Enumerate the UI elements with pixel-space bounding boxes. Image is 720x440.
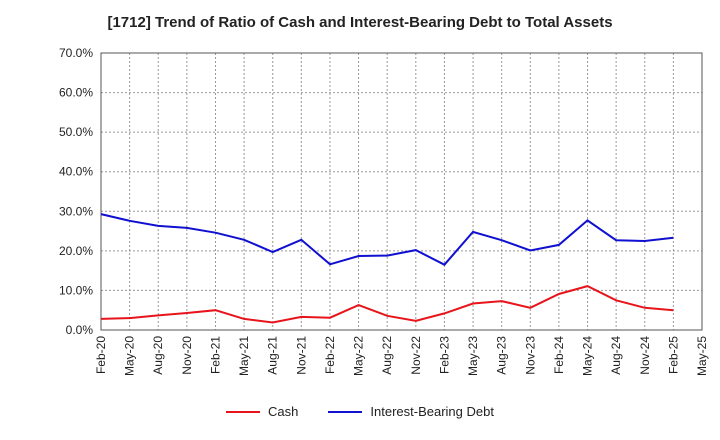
x-tick-label: May-20 xyxy=(123,336,137,376)
x-tick-label: Aug-22 xyxy=(380,336,394,375)
chart-title: [1712] Trend of Ratio of Cash and Intere… xyxy=(107,14,613,31)
legend-swatch-cash xyxy=(226,410,261,413)
chart-legend: Cash Interest-Bearing Debt xyxy=(0,404,720,419)
x-tick-label: Nov-20 xyxy=(180,336,194,375)
legend-swatch-debt xyxy=(328,410,363,413)
x-tick-label: Feb-23 xyxy=(437,336,451,374)
x-tick-label: Feb-24 xyxy=(552,336,566,374)
legend-item-debt: Interest-Bearing Debt xyxy=(328,404,494,419)
legend-item-cash: Cash xyxy=(226,404,298,419)
legend-label-cash: Cash xyxy=(268,404,299,419)
x-tick-label: Aug-23 xyxy=(495,336,509,375)
x-tick-label: Feb-22 xyxy=(323,336,337,374)
series-line-cash xyxy=(100,285,674,324)
x-tick-label: Feb-25 xyxy=(666,336,680,374)
x-tick-label: May-22 xyxy=(352,336,366,376)
y-tick-label: 70.0% xyxy=(59,46,93,60)
x-tick-label: May-23 xyxy=(466,336,480,376)
y-tick-label: 0.0% xyxy=(66,323,94,337)
y-tick-label: 30.0% xyxy=(59,204,93,218)
y-tick-label: 20.0% xyxy=(59,244,93,258)
x-tick-label: May-24 xyxy=(581,336,595,376)
y-tick-label: 50.0% xyxy=(59,125,93,139)
legend-label-debt: Interest-Bearing Debt xyxy=(370,404,494,419)
x-tick-label: May-25 xyxy=(695,336,709,376)
x-tick-label: May-21 xyxy=(237,336,251,376)
y-tick-label: 40.0% xyxy=(59,165,93,179)
x-tick-label: Aug-20 xyxy=(151,336,165,375)
y-tick-label: 60.0% xyxy=(59,86,93,100)
x-tick-label: Nov-22 xyxy=(409,336,423,375)
series-line-debt xyxy=(100,213,674,266)
x-tick-label: Aug-24 xyxy=(609,336,623,375)
x-tick-label: Aug-21 xyxy=(266,336,280,375)
x-tick-label: Feb-21 xyxy=(208,336,222,374)
y-tick-label: 10.0% xyxy=(59,283,93,297)
x-tick-label: Nov-24 xyxy=(638,336,652,375)
x-tick-label: Nov-23 xyxy=(523,336,537,375)
plot-border xyxy=(100,52,703,331)
x-tick-label: Feb-20 xyxy=(94,336,108,374)
x-tick-label: Nov-21 xyxy=(294,336,308,375)
